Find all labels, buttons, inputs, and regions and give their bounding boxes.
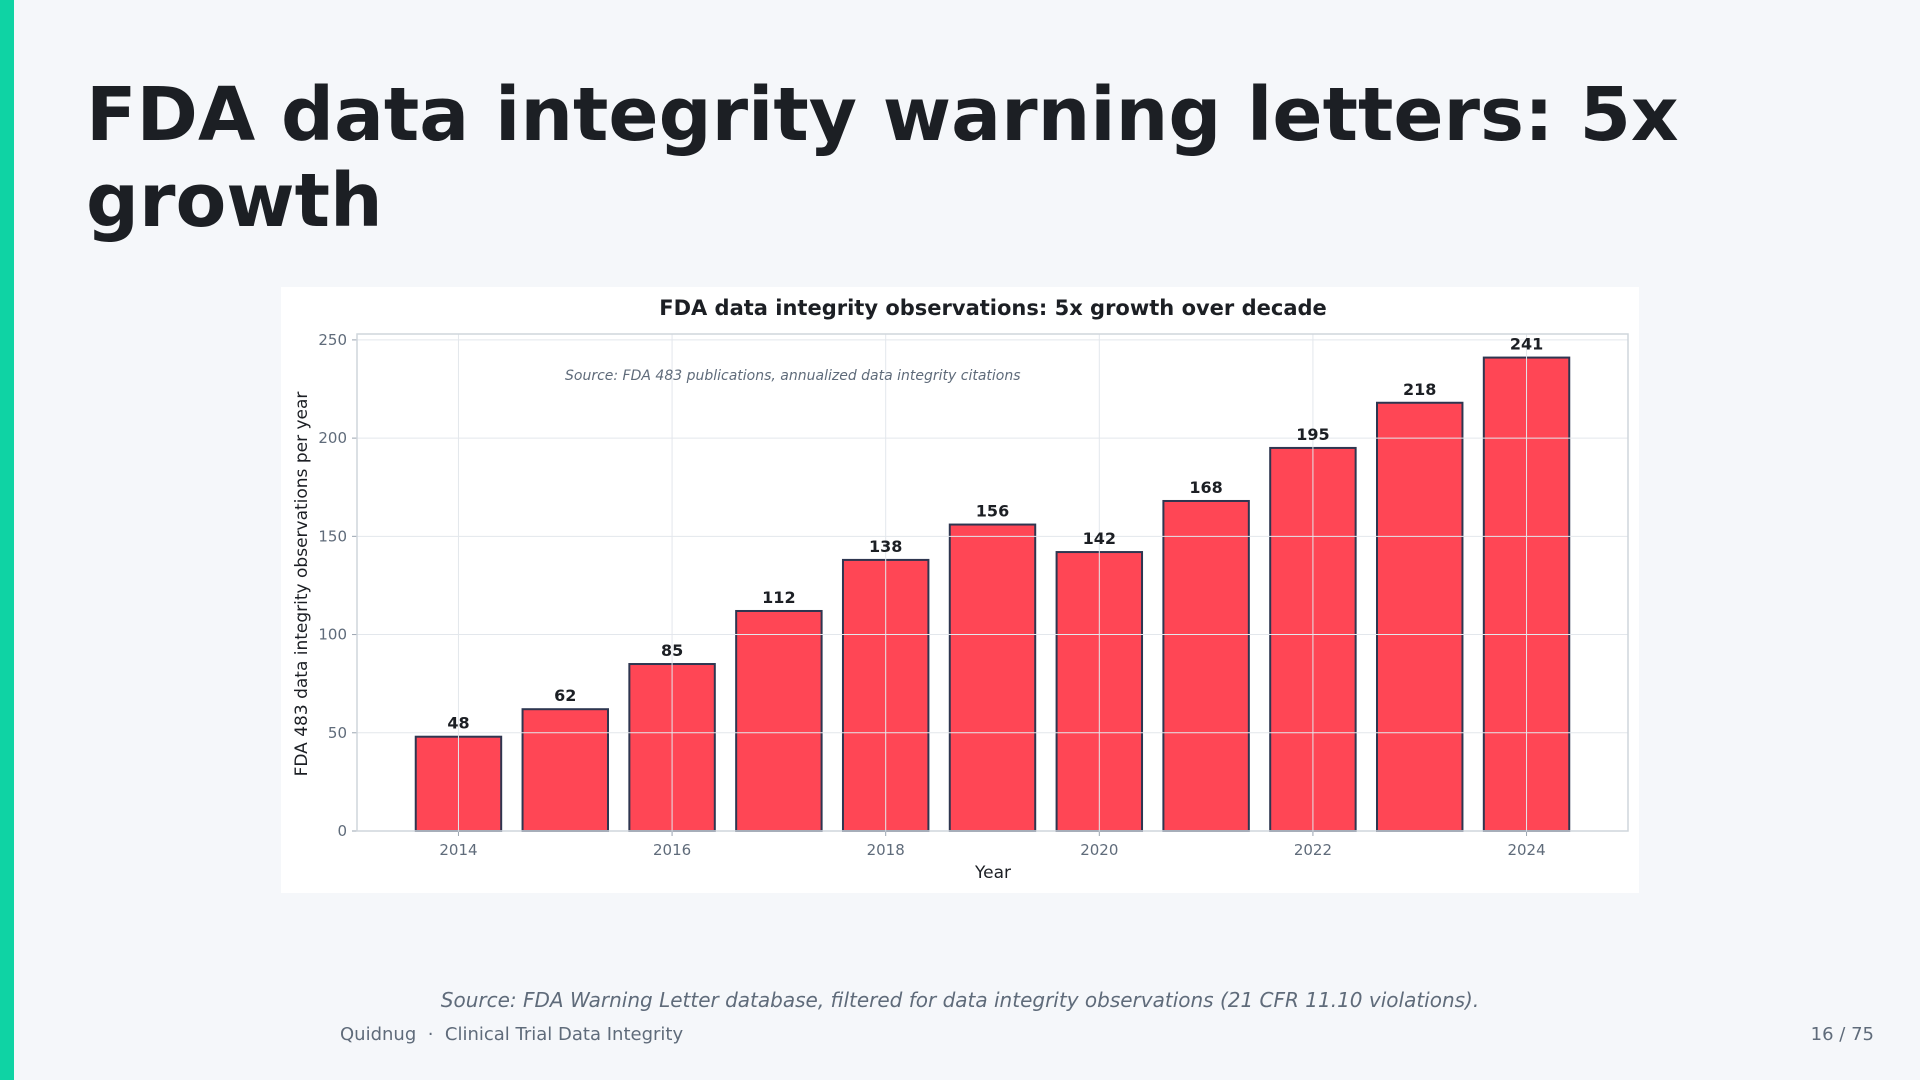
y-tick-label: 50 <box>328 724 347 742</box>
x-axis-label: Year <box>974 863 1011 883</box>
y-tick-label: 100 <box>318 626 347 644</box>
plot-frame <box>356 333 1629 832</box>
footer-brand: Quidnug <box>340 1024 417 1045</box>
y-axis-label: FDA 483 data integrity observations per … <box>292 392 312 777</box>
data-label: 85 <box>661 641 683 660</box>
bar-2021 <box>1162 499 1250 832</box>
footer-deck-title: Clinical Trial Data Integrity <box>444 1024 684 1045</box>
x-tick-label: 2014 <box>439 841 477 859</box>
bar-chart: FDA data integrity observations: 5x grow… <box>292 296 1629 883</box>
slide-title: FDA data integrity warning letters: 5x g… <box>86 72 1679 244</box>
footer-separator: · <box>427 1024 434 1045</box>
accent-bar <box>0 0 14 1080</box>
x-tick-label: 2024 <box>1507 841 1545 859</box>
chart-plot-area: 0 50 100 150 200 250 2014 2016 2018 2020 2022 2024 4… <box>318 331 1629 859</box>
x-tick-label: 2020 <box>1080 841 1118 859</box>
data-label: 112 <box>762 588 795 607</box>
x-tick-label: 2022 <box>1294 841 1332 859</box>
data-label: 48 <box>447 714 469 733</box>
bar-2023 <box>1376 401 1464 832</box>
y-tick-label: 250 <box>318 331 347 349</box>
bar-2019 <box>948 523 1037 832</box>
chart-card: FDA data integrity observations: 5x grow… <box>281 287 1639 893</box>
data-label: 156 <box>976 502 1009 521</box>
footer-left: Quidnug · Clinical Trial Data Integrity <box>340 1024 683 1045</box>
chart-annotation: Source: FDA 483 publications, annualized… <box>565 368 1021 384</box>
data-label: 168 <box>1189 478 1222 497</box>
data-label: 195 <box>1296 425 1329 444</box>
page-number: 16 / 75 <box>1810 1024 1874 1045</box>
chart-title: FDA data integrity observations: 5x grow… <box>659 296 1327 320</box>
x-tick-label: 2018 <box>867 841 905 859</box>
data-label: 241 <box>1510 335 1543 354</box>
data-label: 142 <box>1083 529 1116 548</box>
data-label: 218 <box>1403 380 1436 399</box>
y-tick-label: 150 <box>318 527 347 545</box>
bar-2017 <box>735 609 823 832</box>
x-tick-label: 2016 <box>653 841 691 859</box>
y-tick-label: 0 <box>337 822 347 840</box>
bar-2015 <box>521 708 609 832</box>
y-tick-label: 200 <box>318 429 347 447</box>
data-label: 138 <box>869 537 902 556</box>
source-note: Source: FDA Warning Letter database, fil… <box>440 988 1480 1012</box>
data-label: 62 <box>554 686 576 705</box>
